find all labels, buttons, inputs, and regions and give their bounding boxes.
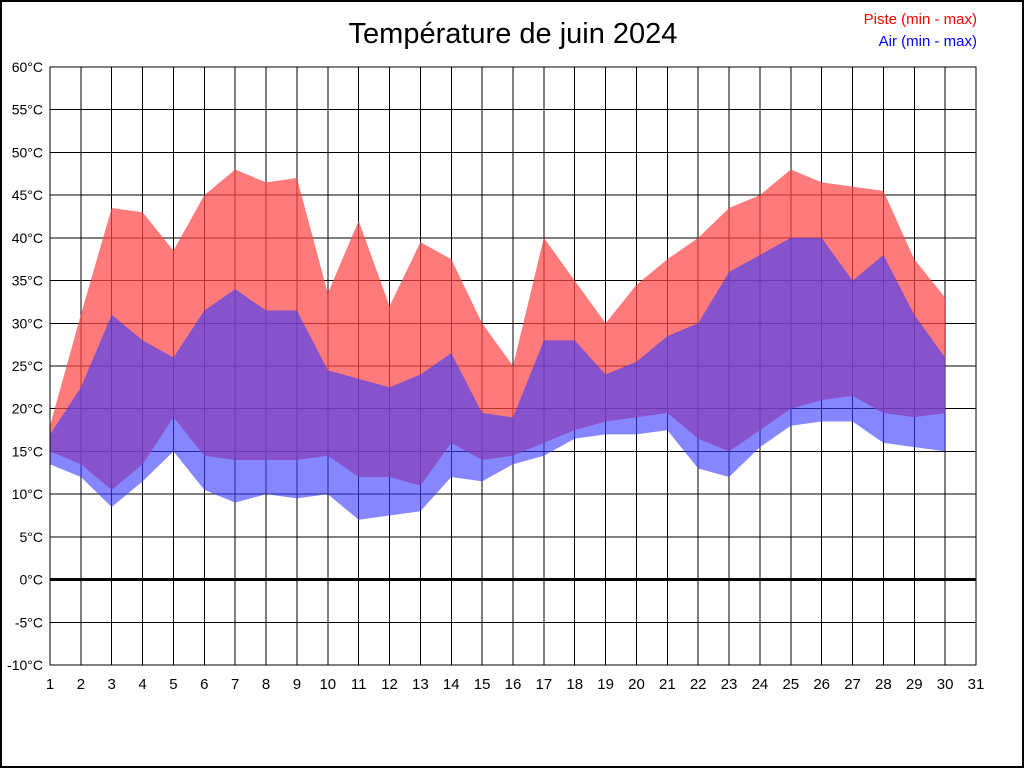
x-axis-tick-label: 7: [231, 676, 239, 693]
band-layer: [50, 169, 946, 520]
x-axis-tick-label: 1: [46, 676, 54, 693]
x-axis-tick-label: 24: [752, 676, 769, 693]
legend-air-label: Air (min - max): [879, 33, 977, 50]
x-axis-tick-label: 21: [659, 676, 676, 693]
x-axis-tick-label: 5: [169, 676, 177, 693]
y-axis-tick-label: 45°C: [12, 187, 43, 203]
x-axis-tick-label: 26: [813, 676, 830, 693]
axis-label-layer: 60°C55°C50°C45°C40°C35°C30°C25°C20°C15°C…: [7, 59, 984, 693]
y-axis-tick-label: -10°C: [7, 657, 43, 673]
y-axis-tick-label: 55°C: [12, 102, 43, 118]
x-axis-tick-label: 30: [937, 676, 954, 693]
y-axis-tick-label: 50°C: [12, 144, 43, 160]
y-axis-tick-label: -5°C: [15, 614, 43, 630]
x-axis-tick-label: 19: [597, 676, 614, 693]
x-axis-tick-label: 2: [77, 676, 85, 693]
x-axis-tick-label: 18: [566, 676, 583, 693]
y-axis-tick-label: 10°C: [12, 486, 43, 502]
x-axis-tick-label: 15: [474, 676, 491, 693]
x-axis-tick-label: 20: [628, 676, 645, 693]
x-axis-tick-label: 23: [721, 676, 738, 693]
y-axis-tick-label: 15°C: [12, 443, 43, 459]
x-axis-tick-label: 25: [782, 676, 799, 693]
x-axis-tick-label: 28: [875, 676, 892, 693]
y-axis-tick-label: 25°C: [12, 358, 43, 374]
plot-frame-layer: [49, 66, 977, 666]
y-axis-tick-label: 20°C: [12, 401, 43, 417]
x-axis-tick-label: 8: [262, 676, 270, 693]
plot-border: [49, 66, 977, 666]
x-axis-tick-label: 10: [319, 676, 336, 693]
legend-piste-label: Piste (min - max): [864, 11, 977, 28]
x-axis-tick-label: 3: [108, 676, 116, 693]
x-axis-tick-label: 27: [844, 676, 861, 693]
x-axis-tick-label: 16: [505, 676, 522, 693]
legend: Piste (min - max) Air (min - max): [864, 11, 977, 50]
x-axis-tick-label: 4: [138, 676, 146, 693]
y-axis-tick-label: 30°C: [12, 315, 43, 331]
y-axis-tick-label: 40°C: [12, 230, 43, 246]
y-axis-tick-label: 5°C: [20, 529, 44, 545]
x-axis-tick-label: 29: [906, 676, 923, 693]
x-axis-tick-label: 9: [293, 676, 301, 693]
x-axis-tick-label: 6: [200, 676, 208, 693]
y-axis-tick-label: 0°C: [20, 572, 44, 588]
x-axis-tick-label: 31: [968, 676, 985, 693]
y-axis-tick-label: 35°C: [12, 273, 43, 289]
x-axis-tick-label: 11: [351, 676, 367, 693]
chart-title: Température de juin 2024: [349, 18, 678, 50]
y-axis-tick-label: 60°C: [12, 59, 43, 75]
air-band: [50, 237, 946, 520]
x-axis-tick-label: 22: [690, 676, 707, 693]
x-axis-tick-label: 17: [536, 676, 553, 693]
x-axis-tick-label: 14: [443, 676, 460, 693]
x-axis-tick-label: 12: [381, 676, 398, 693]
x-axis-tick-label: 13: [412, 676, 429, 693]
